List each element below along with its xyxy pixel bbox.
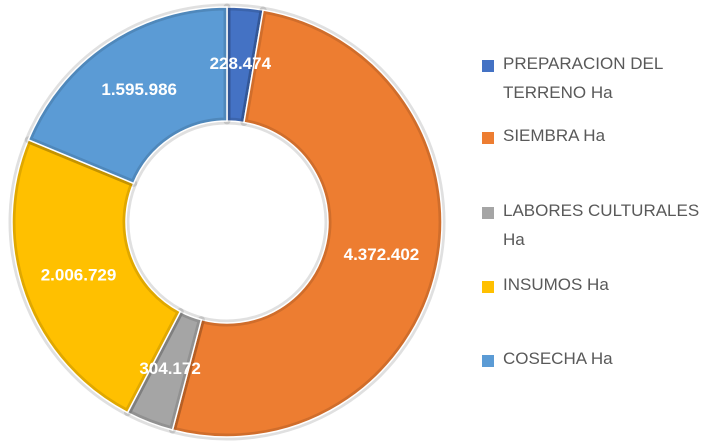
legend-entry: LABORES CULTURALES Ha [478,201,723,254]
legend-swatch [482,132,494,144]
legend-swatch [482,60,494,72]
legend-label: INSUMOS Ha [503,275,609,294]
data-label: 1.595.986 [101,80,177,99]
segment-border [171,9,443,438]
legend-swatch [482,207,494,219]
segment-border [11,138,182,414]
legend-entry: SIEMBRA Ha [478,126,723,150]
legend-label: PREPARACION DEL TERRENO Ha [503,54,663,102]
data-label: 4.372.402 [344,245,420,264]
legend-label: LABORES CULTURALES Ha [503,201,700,249]
legend-entry: PREPARACION DEL TERRENO Ha [478,54,723,107]
data-label: 304.172 [139,359,200,378]
legend-swatch [482,281,494,293]
legend-entry: INSUMOS Ha [478,275,723,299]
data-label: 2.006.729 [41,265,117,284]
legend-entry: COSECHA Ha [478,349,723,373]
segment-border [27,6,228,185]
data-label: 228.474 [210,54,272,73]
legend-label: SIEMBRA Ha [503,126,606,145]
legend-swatch [482,355,494,367]
legend-label: COSECHA Ha [503,349,613,368]
